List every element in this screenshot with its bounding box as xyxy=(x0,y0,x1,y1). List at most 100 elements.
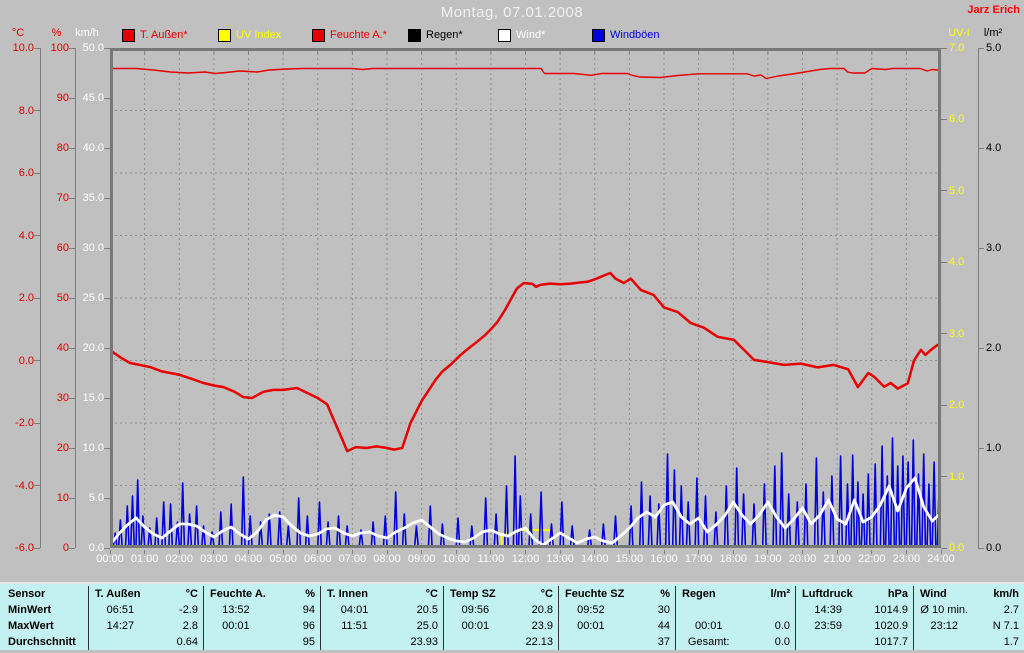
cell-time: 14:39 xyxy=(814,604,842,616)
cell-time: 23:12 xyxy=(930,620,959,632)
x-axis-tick xyxy=(421,550,423,554)
x-axis-label: 24:00 xyxy=(927,553,955,565)
y-axis-tick-percent xyxy=(69,497,75,499)
cell-time: 00:01 xyxy=(694,620,723,632)
row-header-label: MaxWert xyxy=(8,620,54,632)
cell-value: 94 xyxy=(302,604,315,616)
y-axis-tick-lm2 xyxy=(978,247,984,249)
sensor-unit: °C xyxy=(185,588,198,600)
sensor-name: Luftdruck xyxy=(802,588,853,600)
cell-time: 23:59 xyxy=(814,620,842,632)
table-cell-max: 00:01 96 xyxy=(203,618,320,634)
series-temp_out xyxy=(110,271,941,453)
chart-plot xyxy=(110,48,941,548)
y-axis-title-celsius: °C xyxy=(11,27,25,39)
y-axis-tick-kmh xyxy=(104,297,110,299)
y-axis-tick-label-uv: 0.0 xyxy=(949,542,965,554)
y-axis-tick-label-kmh: 10.0 xyxy=(82,442,104,454)
y-axis-tick-uv xyxy=(941,190,947,192)
y-axis-tick-label-percent: 20 xyxy=(56,442,69,454)
y-axis-tick-label-kmh: 45.0 xyxy=(82,92,104,104)
y-axis-tick-kmh xyxy=(104,97,110,99)
sensor-unit: km/h xyxy=(993,588,1019,600)
y-axis-tick-label-percent: 60 xyxy=(56,242,69,254)
y-axis-tick-label-percent: 70 xyxy=(56,192,69,204)
x-axis-label: 21:00 xyxy=(823,553,851,565)
y-axis-tick-label-percent: 40 xyxy=(56,342,69,354)
y-axis-line-percent xyxy=(75,48,76,548)
cell-value: 1017.7 xyxy=(874,636,908,648)
cell-value: -2.9 xyxy=(179,604,198,616)
legend-swatch-uv xyxy=(218,29,231,42)
x-axis-label: 23:00 xyxy=(892,553,921,565)
y-axis-tick-percent xyxy=(69,347,75,349)
y-axis-tick-label-percent: 30 xyxy=(56,392,69,404)
table-row-avg: Durchschnitt 0.64 95 23.93 22.13 37 Gesamt: 0.0… xyxy=(0,634,1024,650)
cell-time xyxy=(89,634,152,650)
y-axis-tick-lm2 xyxy=(978,547,984,549)
table-cell-min: 09:56 20.8 xyxy=(443,602,558,618)
cell-value: 1.7 xyxy=(1003,636,1019,648)
cell-time: 00:01 xyxy=(222,620,250,632)
table-cell-avg: 0.64 xyxy=(88,634,203,650)
sensor-name: Wind xyxy=(920,588,947,600)
x-axis-label: 07:00 xyxy=(338,553,367,565)
cell-time: 09:52 xyxy=(577,604,605,616)
y-axis-tick-lm2 xyxy=(978,447,984,449)
x-axis-tick xyxy=(767,550,769,554)
y-axis-tick-lm2 xyxy=(978,347,984,349)
table-cell-avg: Gesamt: 0.0 xyxy=(675,634,795,650)
y-axis-tick-label-uv: 5.0 xyxy=(949,184,965,197)
y-axis-tick-uv xyxy=(941,404,947,406)
x-axis-label: 02:00 xyxy=(165,553,194,565)
y-axis-tick-celsius xyxy=(34,235,40,236)
y-axis-tick-label-kmh: 15.0 xyxy=(82,392,104,404)
y-axis-tick-label-percent: 10 xyxy=(56,492,69,504)
legend-swatch-rain xyxy=(408,29,421,42)
cell-time: Ø 10 min. xyxy=(920,604,969,616)
y-axis-tick-kmh xyxy=(104,147,110,149)
legend-item-gusts: Windböen xyxy=(592,29,660,42)
table-col-header: T. Außen °C xyxy=(88,586,203,602)
y-axis-tick-kmh xyxy=(104,247,110,249)
y-axis-tick-label-kmh: 50.0 xyxy=(82,42,104,54)
table-row-header: Durchschnitt xyxy=(0,634,88,650)
legend-label: Windböen xyxy=(610,29,660,41)
y-axis-tick-label-uv: 6.0 xyxy=(949,113,965,126)
table-row-min: MinWert 06:51 -2.9 13:52 94 04:01 20.5 09:56 20.… xyxy=(0,602,1024,618)
table-col-header: T. Innen °C xyxy=(320,586,443,602)
y-axis-tick-label-lm2: 0.0 xyxy=(986,542,1002,554)
y-axis-tick-label-percent: 100 xyxy=(50,42,69,54)
summary-table: Sensor T. Außen °C Feuchte A.% T. Innen °C Tem… xyxy=(0,582,1024,650)
y-axis-tick-label-celsius: -6.0 xyxy=(15,542,34,554)
y-axis-tick-uv xyxy=(941,547,947,549)
x-axis-tick xyxy=(525,550,526,554)
y-axis-tick-uv xyxy=(941,333,947,335)
x-axis-label: 22:00 xyxy=(857,553,886,565)
y-axis-tick-label-uv: 7.0 xyxy=(949,42,965,54)
y-axis-title-percent: % xyxy=(51,27,62,39)
sensor-name: Temp SZ xyxy=(450,588,496,600)
table-col-header: Temp SZ °C xyxy=(443,586,558,602)
legend-item-humidity_out: Feuchte A.* xyxy=(312,29,387,42)
cell-time xyxy=(321,634,388,650)
table-corner-label: Sensor xyxy=(8,588,46,600)
legend-swatch-wind xyxy=(498,29,511,42)
x-axis-label: 15:00 xyxy=(615,553,644,565)
x-axis-label: 08:00 xyxy=(373,553,401,565)
x-axis-tick xyxy=(144,550,146,554)
x-axis-tick xyxy=(802,550,803,554)
y-axis-tick-kmh xyxy=(104,547,110,549)
y-axis-line-lm2 xyxy=(978,48,979,548)
cell-time: 00:01 xyxy=(461,620,490,632)
x-axis-label: 12:00 xyxy=(511,553,540,565)
table-cell-max: 23:59 1020.9 xyxy=(795,618,913,634)
sensor-unit: °C xyxy=(540,588,553,600)
table-cell-max: 00:01 44 xyxy=(558,618,675,634)
cell-value: 1020.9 xyxy=(874,620,908,632)
x-axis-label: 09:00 xyxy=(407,553,436,565)
x-axis-tick xyxy=(940,550,942,554)
x-axis-label: 01:00 xyxy=(130,553,159,565)
legend-item-wind: Wind* xyxy=(498,29,545,42)
